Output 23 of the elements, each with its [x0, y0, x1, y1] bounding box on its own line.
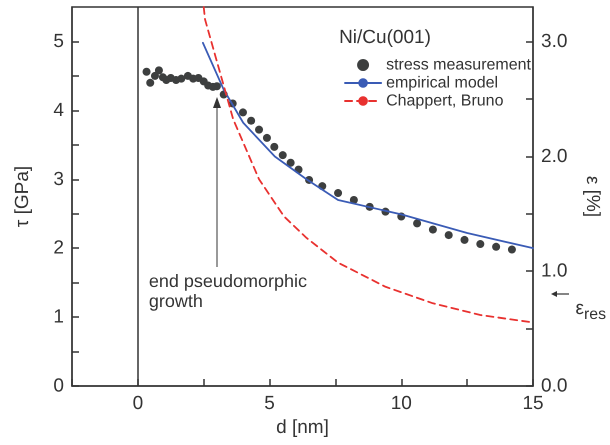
- y-tick-label: 4: [53, 100, 64, 121]
- legend-label: stress measurement: [386, 56, 532, 74]
- y-tick-label: 3: [53, 168, 64, 190]
- legend-title: Ni/Cu(001): [339, 27, 431, 49]
- y2-tick-label: 0.0: [541, 376, 568, 396]
- y-tick-label: 5: [53, 30, 64, 52]
- y2-tick-label: 3.0: [541, 30, 568, 52]
- x-tick-label: 10: [390, 393, 412, 414]
- text: ε$_{res}$: [576, 298, 606, 324]
- y-tick-label: 0: [53, 376, 64, 396]
- y-axis-title: τ [GPa]: [12, 166, 33, 228]
- x-axis-title: d [nm]: [276, 416, 329, 438]
- legend-label: Chappert, Bruno: [386, 92, 504, 110]
- y2-axis-title: ε [%]: [582, 176, 603, 218]
- y-tick-label: 1: [53, 306, 64, 328]
- y2-tick-label: 1.0: [541, 260, 568, 282]
- x-tick-label: 0: [132, 393, 144, 414]
- legend-label: empirical model: [386, 74, 498, 92]
- x-tick-label: 5: [264, 393, 275, 414]
- x-tick-label: 15: [522, 393, 544, 414]
- y2-tick-label: 2.0: [541, 146, 568, 167]
- y-tick-label: 2: [53, 238, 64, 259]
- annotation: end pseudomorphic growth: [148, 270, 307, 312]
